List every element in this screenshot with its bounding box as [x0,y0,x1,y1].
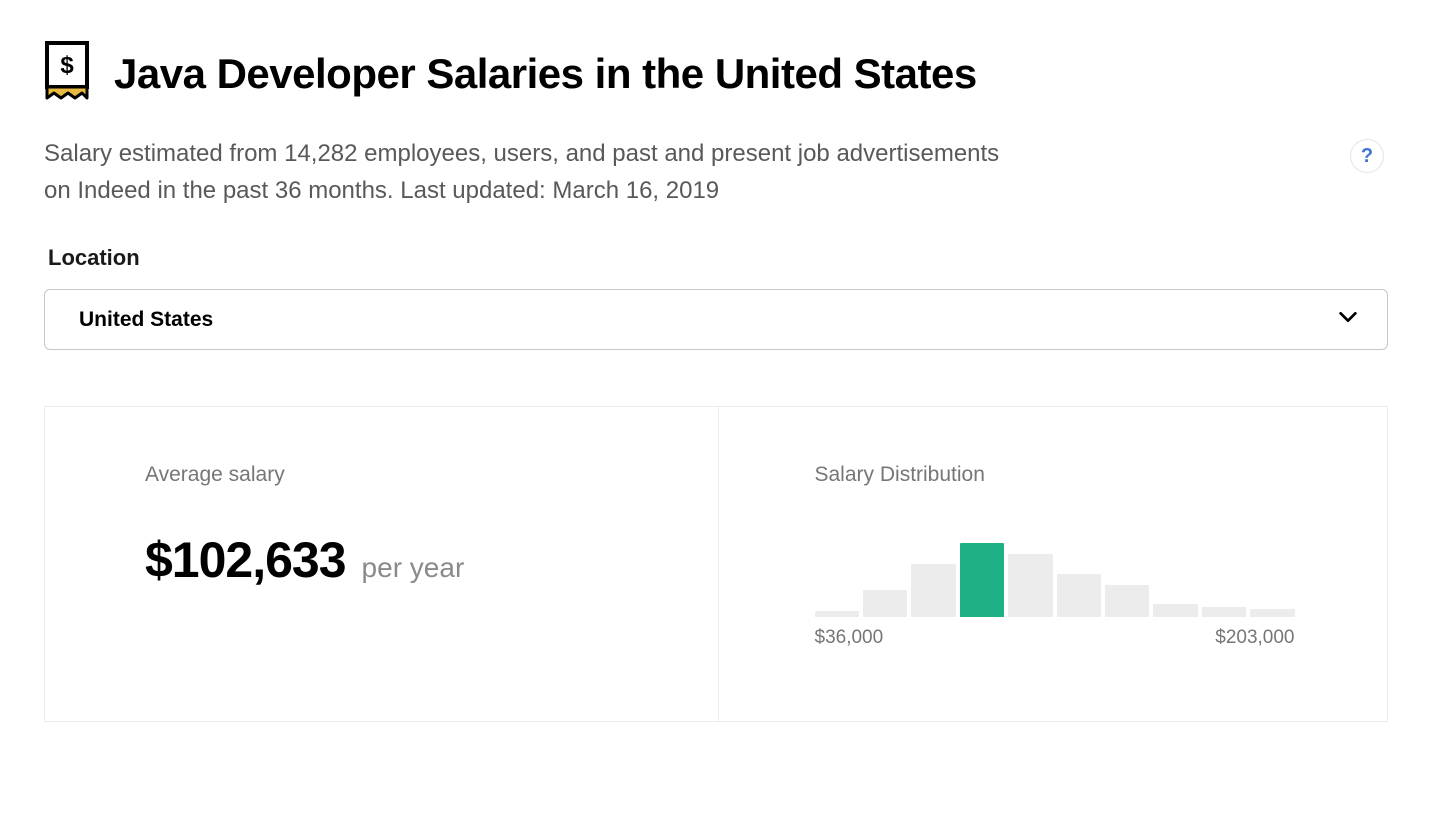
salary-distribution-card: Salary Distribution $36,000 $203,000 [719,406,1389,722]
distribution-bar [960,543,1004,617]
average-salary-label: Average salary [145,463,650,487]
location-dropdown[interactable]: United States [44,289,1388,350]
page-title: Java Developer Salaries in the United St… [114,50,977,98]
location-dropdown-value: United States [79,308,213,332]
location-label: Location [44,245,1388,271]
distribution-bar [815,611,859,618]
help-icon: ? [1361,145,1373,168]
average-salary-amount: $102,633 [145,531,346,589]
distribution-bar [1153,604,1197,618]
distribution-axis-min: $36,000 [815,627,884,649]
svg-text:$: $ [60,52,74,79]
description-text: Salary estimated from 14,282 employees, … [44,135,1024,209]
help-button[interactable]: ? [1350,139,1384,173]
distribution-bar [1008,554,1052,618]
distribution-bar [1202,607,1246,617]
chevron-down-icon [1337,306,1359,333]
distribution-axis-max: $203,000 [1215,627,1294,649]
distribution-bar [911,564,955,617]
distribution-bar [1250,609,1294,618]
distribution-bar [863,590,907,618]
salary-distribution-label: Salary Distribution [815,463,1320,487]
dollar-badge-icon: $ [44,40,90,107]
average-salary-card: Average salary $102,633 per year [44,406,719,722]
distribution-bar [1105,585,1149,618]
distribution-bar [1057,574,1101,617]
average-salary-unit: per year [362,552,465,584]
salary-distribution-chart [815,531,1295,617]
